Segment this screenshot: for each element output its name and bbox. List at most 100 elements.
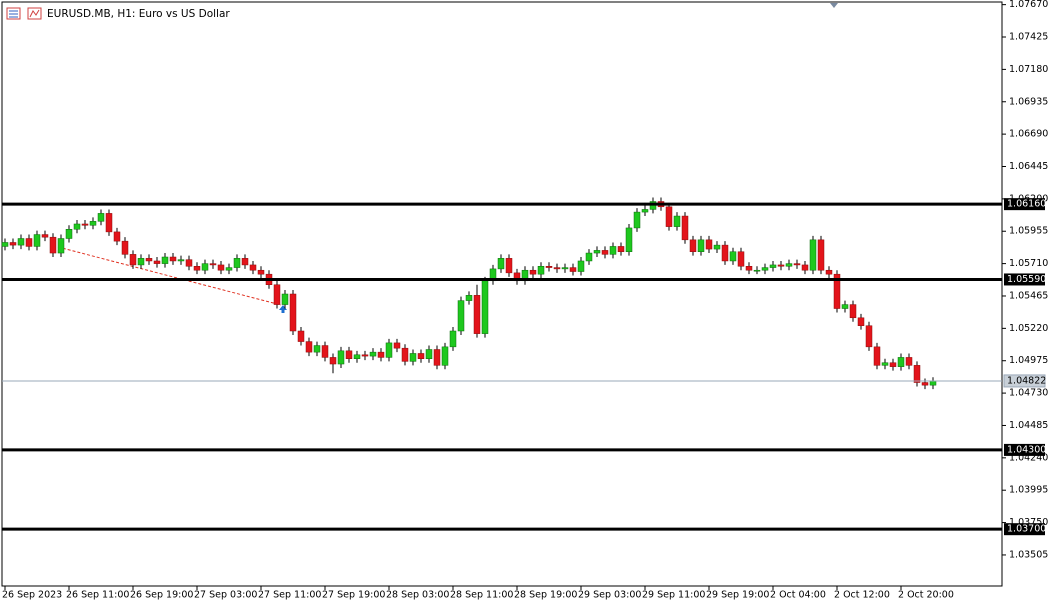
candle-body: [249, 264, 257, 271]
y-tick-label: 1.07670: [1009, 0, 1048, 10]
candle-body: [57, 238, 65, 254]
x-tick-label: 2 Oct 12:00: [834, 590, 890, 601]
candle-body: [585, 252, 593, 262]
candle-body: [873, 346, 881, 366]
y-tick-label: 1.05465: [1009, 290, 1048, 301]
x-tick-label: 2 Oct 04:00: [770, 590, 826, 601]
candle-body: [113, 231, 121, 242]
y-tick-label: 1.03505: [1009, 549, 1048, 560]
x-tick-label: 27 Sep 11:00: [258, 590, 321, 601]
y-tick-label: 1.05220: [1009, 323, 1048, 334]
y-tick-label: 1.03995: [1009, 485, 1048, 496]
candle-body: [281, 293, 289, 305]
candle-body: [97, 213, 105, 222]
bid-label: 1.04822: [1007, 375, 1046, 386]
candle-body: [633, 211, 641, 229]
x-tick-label: 29 Sep 03:00: [578, 590, 641, 601]
candle-body: [201, 263, 209, 271]
candle-body: [497, 258, 505, 270]
y-tick-label: 1.05955: [1009, 226, 1048, 237]
candle-body: [817, 239, 825, 271]
candle-body: [457, 300, 465, 332]
y-tick-label: 1.06445: [1009, 161, 1048, 172]
candle-body: [49, 236, 57, 254]
candle-body: [481, 280, 489, 334]
x-tick-label: 26 Sep 19:00: [130, 590, 193, 601]
candle-body: [385, 342, 393, 358]
candle-body: [697, 239, 705, 252]
chart-title: EURUSD.MB, H1: Euro vs US Dollar: [47, 8, 230, 20]
level-label: 1.06160: [1007, 199, 1046, 210]
x-tick-label: 28 Sep 19:00: [514, 590, 577, 601]
candle-body: [129, 254, 137, 266]
candle-body: [721, 244, 729, 262]
candle-body: [377, 351, 385, 358]
candle-body: [665, 206, 673, 227]
candle-body: [449, 330, 457, 348]
candle-body: [705, 239, 713, 250]
candle-body: [137, 258, 145, 266]
candle-body: [369, 351, 377, 357]
y-tick-label: 1.06935: [1009, 96, 1048, 107]
level-tag: [1004, 273, 1045, 286]
candle-body: [105, 213, 113, 233]
candle-body: [393, 342, 401, 349]
candle-body: [793, 263, 801, 266]
y-tick-label: 1.04975: [1009, 355, 1048, 366]
candle-body: [897, 357, 905, 367]
candle-body: [233, 258, 241, 268]
candle-body: [33, 234, 41, 247]
candle-body: [161, 256, 169, 264]
candle-body: [241, 258, 249, 266]
x-tick-label: 29 Sep 11:00: [642, 590, 705, 601]
candle-body: [401, 347, 409, 362]
candle-body: [465, 295, 473, 301]
candle-body: [745, 266, 753, 271]
candle-body: [257, 269, 265, 275]
candle-body: [473, 295, 481, 334]
candle-body: [185, 259, 193, 267]
candle-body: [169, 256, 177, 262]
candle-body: [729, 251, 737, 262]
y-tick-label: 1.05710: [1009, 258, 1048, 269]
y-tick-label: 1.07180: [1009, 64, 1048, 75]
candle-body: [601, 250, 609, 255]
level-tag: [1004, 523, 1045, 536]
candle-body: [761, 267, 769, 271]
candle-body: [121, 240, 129, 255]
candle-body: [41, 234, 49, 238]
candle-body: [361, 354, 369, 357]
candle-body: [441, 346, 449, 366]
x-tick-label: 26 Sep 11:00: [66, 590, 129, 601]
shift-marker: [830, 3, 838, 8]
y-tick-label: 1.04730: [1009, 388, 1048, 399]
candle-body: [193, 266, 201, 271]
candle-body: [681, 215, 689, 241]
candle-body: [177, 259, 185, 262]
candle-body: [273, 284, 281, 305]
x-tick-label: 27 Sep 03:00: [194, 590, 257, 601]
candle-body: [881, 362, 889, 366]
candle-body: [81, 223, 89, 226]
candle-body: [153, 260, 161, 264]
candle-body: [929, 380, 937, 386]
y-tick-label: 1.03750: [1009, 517, 1048, 528]
candle-body: [569, 267, 577, 272]
candle-body: [545, 266, 553, 268]
candle-body: [409, 353, 417, 362]
y-tick-label: 1.06690: [1009, 129, 1048, 140]
candle-body: [841, 304, 849, 309]
candle-body: [785, 263, 793, 267]
candle-body: [289, 293, 297, 332]
candle-body: [609, 246, 617, 255]
candle-body: [297, 330, 305, 342]
x-tick-label: 2 Oct 20:00: [898, 590, 954, 601]
candle-body: [225, 267, 233, 271]
candle-body: [905, 357, 913, 366]
candle-body: [777, 264, 785, 267]
x-tick-label: 28 Sep 03:00: [386, 590, 449, 601]
candle-body: [65, 229, 73, 239]
candle-body: [433, 349, 441, 366]
candle-body: [305, 341, 313, 353]
